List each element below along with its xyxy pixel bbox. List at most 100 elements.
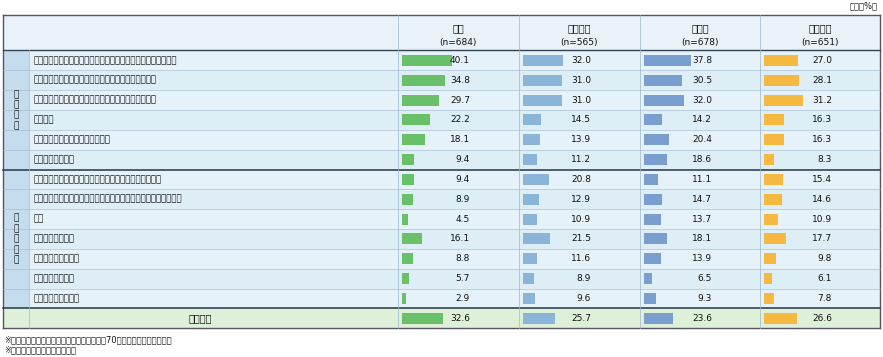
Bar xyxy=(3,269,880,288)
Bar xyxy=(644,55,691,66)
Bar xyxy=(764,194,782,205)
Text: 18.1: 18.1 xyxy=(449,135,470,144)
Text: 22.2: 22.2 xyxy=(450,115,470,124)
Bar xyxy=(523,313,555,324)
Text: 14.6: 14.6 xyxy=(812,195,832,204)
Text: 30.5: 30.5 xyxy=(692,76,712,85)
Text: 7.8: 7.8 xyxy=(818,294,832,303)
Bar xyxy=(644,75,682,86)
Text: 2.9: 2.9 xyxy=(456,294,470,303)
Bar xyxy=(644,134,669,145)
Bar xyxy=(3,50,29,170)
Text: ※他国の回答と合わせるため、日本の回答は70代の人の回答を除いた。: ※他国の回答と合わせるため、日本の回答は70代の人の回答を除いた。 xyxy=(4,336,171,345)
Bar xyxy=(764,313,797,324)
Bar xyxy=(523,253,538,264)
Bar xyxy=(764,154,774,165)
Bar xyxy=(402,95,439,106)
Text: 6.1: 6.1 xyxy=(818,274,832,283)
Text: 5.7: 5.7 xyxy=(456,274,470,283)
Text: 32.6: 32.6 xyxy=(450,314,470,323)
Bar xyxy=(523,115,541,125)
Text: 18.6: 18.6 xyxy=(692,155,712,164)
Text: 23.6: 23.6 xyxy=(692,314,712,323)
Text: 13.9: 13.9 xyxy=(692,254,712,263)
Bar xyxy=(644,95,684,106)
Bar xyxy=(764,55,797,66)
Bar xyxy=(764,174,783,185)
Bar xyxy=(3,189,880,209)
Text: 14.2: 14.2 xyxy=(692,115,712,124)
Text: 32.0: 32.0 xyxy=(692,96,712,105)
Text: (n=678): (n=678) xyxy=(682,38,719,47)
Text: 29.7: 29.7 xyxy=(450,96,470,105)
Text: (n=651): (n=651) xyxy=(801,38,839,47)
Bar xyxy=(402,194,413,205)
Text: 複雑な手作業の生産工程（例：カスタマイズされた製品の加工）: 複雑な手作業の生産工程（例：カスタマイズされた製品の加工） xyxy=(34,195,183,204)
Text: 8.3: 8.3 xyxy=(818,155,832,164)
Text: 簡単な手作業の生産工程（例：単純加工、単純組立）: 簡単な手作業の生産工程（例：単純加工、単純組立） xyxy=(34,96,157,105)
Text: 顧客や外部からの問い合わせ対応: 顧客や外部からの問い合わせ対応 xyxy=(34,135,111,144)
Bar xyxy=(644,233,667,245)
Text: 8.9: 8.9 xyxy=(456,195,470,204)
Text: 10.9: 10.9 xyxy=(811,215,832,223)
Bar xyxy=(3,90,880,110)
Text: その他の非定型作業: その他の非定型作業 xyxy=(34,294,80,303)
Text: 20.8: 20.8 xyxy=(571,175,591,184)
Text: 31.0: 31.0 xyxy=(571,96,591,105)
Text: 受付業務: 受付業務 xyxy=(34,115,55,124)
Text: 17.7: 17.7 xyxy=(811,235,832,243)
Text: 20.4: 20.4 xyxy=(692,135,712,144)
Text: 9.8: 9.8 xyxy=(818,254,832,263)
Text: 12.9: 12.9 xyxy=(571,195,591,204)
Text: 31.0: 31.0 xyxy=(571,76,591,85)
Bar xyxy=(644,115,661,125)
Bar xyxy=(644,194,662,205)
Text: 25.7: 25.7 xyxy=(571,314,591,323)
Bar xyxy=(764,95,803,106)
Text: ドイツ: ドイツ xyxy=(691,24,709,34)
Bar xyxy=(3,170,29,308)
Bar xyxy=(402,115,430,125)
Text: 14.7: 14.7 xyxy=(692,195,712,204)
Text: 8.9: 8.9 xyxy=(577,274,591,283)
Text: 4.5: 4.5 xyxy=(456,215,470,223)
Text: (n=565): (n=565) xyxy=(560,38,598,47)
Text: 34.8: 34.8 xyxy=(450,76,470,85)
Bar xyxy=(644,313,674,324)
Text: 15.4: 15.4 xyxy=(812,175,832,184)
Text: 11.2: 11.2 xyxy=(571,155,591,164)
Bar xyxy=(3,288,880,308)
Text: 32.0: 32.0 xyxy=(571,56,591,65)
Text: 16.3: 16.3 xyxy=(811,115,832,124)
Bar xyxy=(402,233,422,245)
Bar xyxy=(523,75,562,86)
Text: 18.1: 18.1 xyxy=(692,235,712,243)
Bar xyxy=(644,273,653,284)
Text: 9.4: 9.4 xyxy=(456,155,470,164)
Text: 定型業務以外の事務作業（例：顧客別の営業資料作成）: 定型業務以外の事務作業（例：顧客別の営業資料作成） xyxy=(34,175,162,184)
Bar xyxy=(3,229,880,249)
Text: (n=684): (n=684) xyxy=(440,38,477,47)
Bar xyxy=(764,273,772,284)
Bar xyxy=(523,233,550,245)
Bar xyxy=(3,170,880,189)
Bar xyxy=(764,293,774,304)
Text: 31.2: 31.2 xyxy=(812,96,832,105)
Bar xyxy=(3,15,880,328)
Text: 9.3: 9.3 xyxy=(698,294,712,303)
Bar xyxy=(3,249,880,269)
Text: 6.5: 6.5 xyxy=(698,274,712,283)
Text: 9.4: 9.4 xyxy=(456,175,470,184)
Bar xyxy=(764,75,799,86)
Bar xyxy=(523,194,540,205)
Text: 単位（%）: 単位（%） xyxy=(850,2,878,11)
Text: コンサルティング: コンサルティング xyxy=(34,274,75,283)
Text: 9.6: 9.6 xyxy=(577,294,591,303)
Text: 26.6: 26.6 xyxy=(812,314,832,323)
Text: 10.9: 10.9 xyxy=(571,215,591,223)
Bar xyxy=(402,75,445,86)
Bar xyxy=(644,154,668,165)
Text: 定型的な一般事務（例：伝票入力、請求書等の定型文書作成）: 定型的な一般事務（例：伝票入力、請求書等の定型文書作成） xyxy=(34,56,177,65)
Bar xyxy=(764,233,786,245)
Bar xyxy=(3,110,880,130)
